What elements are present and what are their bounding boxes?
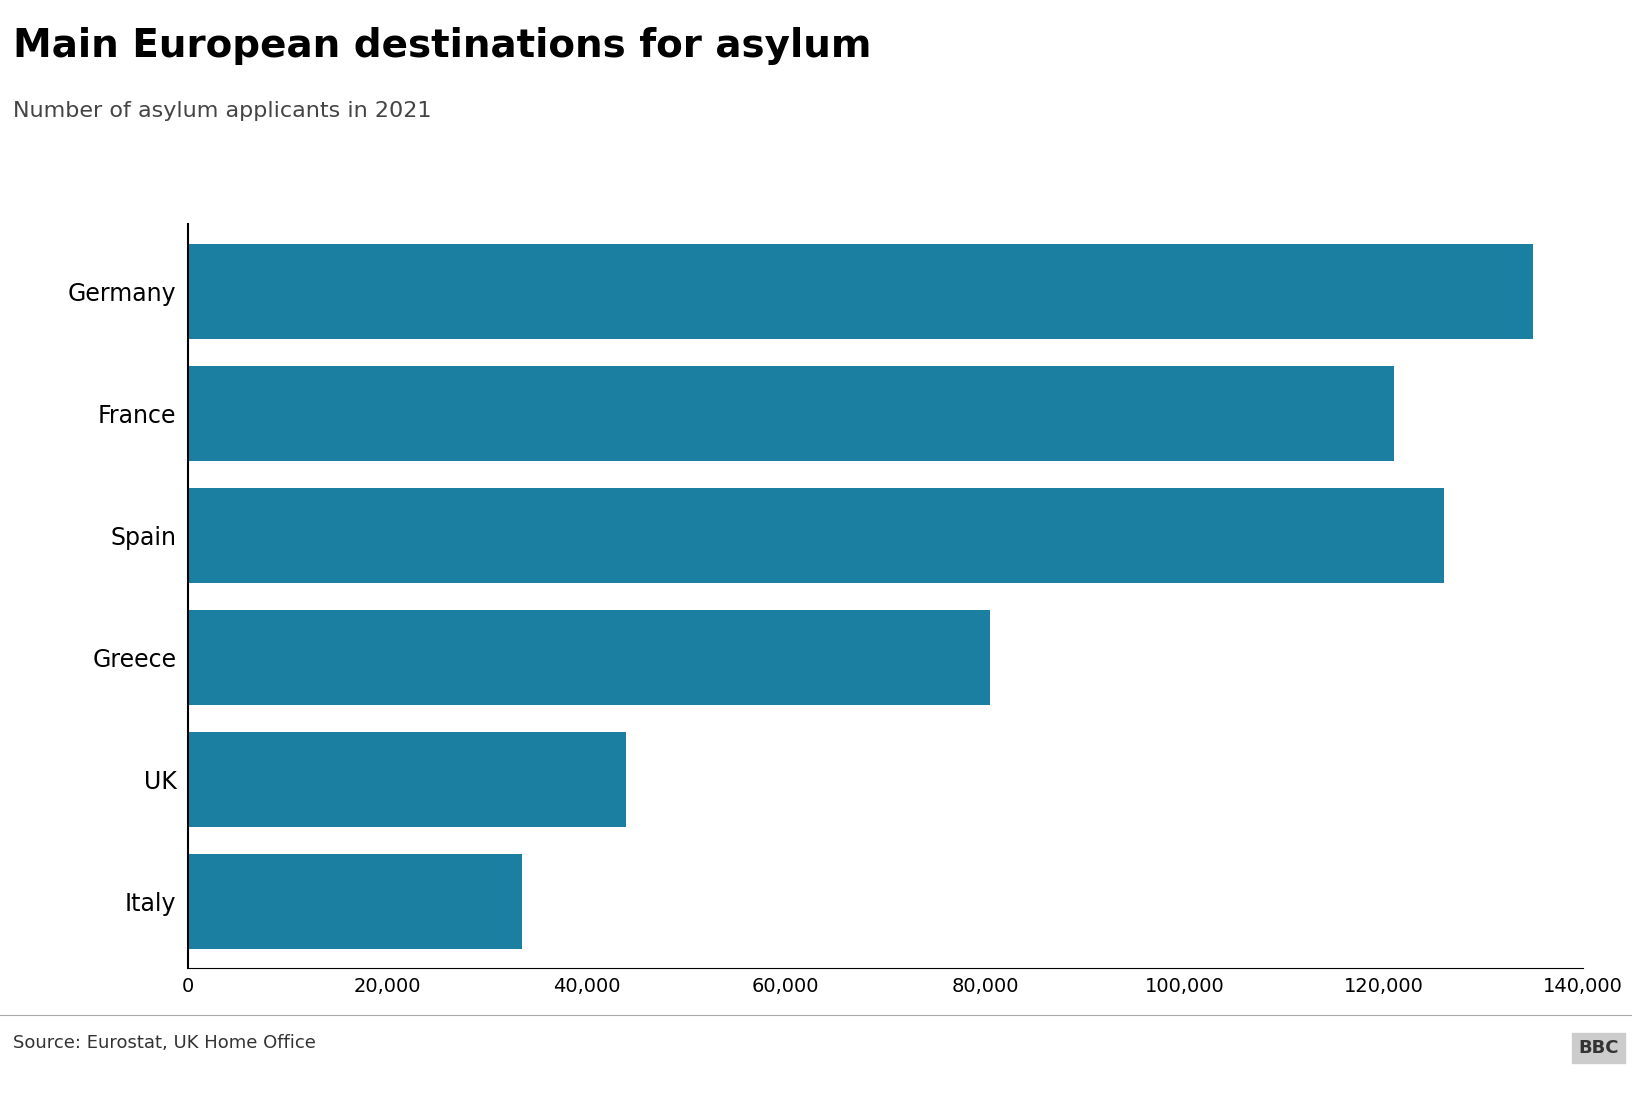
Bar <box>188 609 991 705</box>
Text: Number of asylum applicants in 2021: Number of asylum applicants in 2021 <box>13 101 431 120</box>
Bar <box>188 244 1532 339</box>
Text: BBC: BBC <box>1578 1039 1619 1057</box>
Bar <box>188 488 1443 583</box>
Bar <box>188 365 1394 461</box>
Bar <box>188 732 627 827</box>
Bar <box>188 853 522 948</box>
Text: Source: Eurostat, UK Home Office: Source: Eurostat, UK Home Office <box>13 1034 317 1051</box>
Text: Main European destinations for asylum: Main European destinations for asylum <box>13 27 871 66</box>
